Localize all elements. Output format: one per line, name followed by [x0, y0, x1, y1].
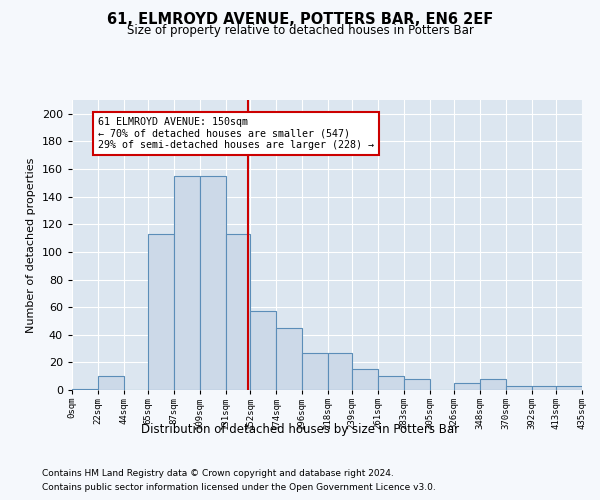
Text: Distribution of detached houses by size in Potters Bar: Distribution of detached houses by size …	[141, 422, 459, 436]
Text: Contains public sector information licensed under the Open Government Licence v3: Contains public sector information licen…	[42, 484, 436, 492]
Bar	[302, 352, 328, 390]
Text: 61, ELMROYD AVENUE, POTTERS BAR, EN6 2EF: 61, ELMROYD AVENUE, POTTERS BAR, EN6 2EF	[107, 12, 493, 28]
Bar	[556, 386, 582, 390]
Bar	[532, 386, 556, 390]
Bar	[454, 383, 480, 390]
Bar	[404, 379, 430, 390]
Bar	[378, 376, 404, 390]
Bar	[72, 388, 98, 390]
Bar	[148, 234, 174, 390]
Y-axis label: Number of detached properties: Number of detached properties	[26, 158, 36, 332]
Bar	[276, 328, 302, 390]
Bar	[480, 379, 506, 390]
Text: Contains HM Land Registry data © Crown copyright and database right 2024.: Contains HM Land Registry data © Crown c…	[42, 468, 394, 477]
Bar	[328, 352, 352, 390]
Text: Size of property relative to detached houses in Potters Bar: Size of property relative to detached ho…	[127, 24, 473, 37]
Bar	[352, 370, 378, 390]
Bar	[200, 176, 226, 390]
Bar	[98, 376, 124, 390]
Bar	[174, 176, 200, 390]
Bar	[250, 312, 276, 390]
Bar	[506, 386, 532, 390]
Text: 61 ELMROYD AVENUE: 150sqm
← 70% of detached houses are smaller (547)
29% of semi: 61 ELMROYD AVENUE: 150sqm ← 70% of detac…	[98, 116, 374, 150]
Bar	[226, 234, 250, 390]
